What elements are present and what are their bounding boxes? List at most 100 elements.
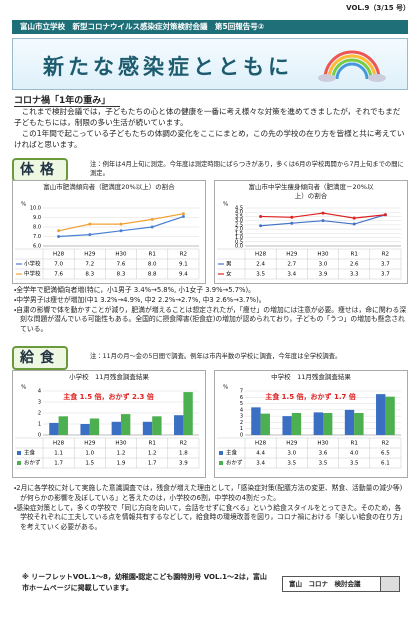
point	[119, 222, 123, 226]
annotation: 主食 1.5 倍，おかず 2.3 倍	[63, 392, 154, 401]
table-value: 1.7	[148, 461, 157, 467]
table-value: 1.5	[85, 461, 94, 467]
table-value: 3.7	[381, 272, 390, 278]
table-value: 3.0	[287, 451, 296, 457]
table-value: 3.5	[319, 461, 328, 467]
table-value: 7.6	[117, 262, 126, 268]
y-tick-label: 6	[240, 395, 243, 401]
table-value: 1.7	[54, 461, 63, 467]
title: 新たな感染症とともに	[43, 55, 293, 79]
table-value: 1.1	[54, 451, 63, 457]
y-tick-label: 2.0	[235, 227, 243, 233]
chart-title: 富山市中学生痩身傾向者（肥満度－20%以上）の割合	[248, 183, 374, 200]
table-value: 1.8	[179, 451, 188, 457]
bullet-list: ・全学年で肥満傾向者増(特に，小1男子 3.4%→5.8%, 小1女子 3.9%…	[14, 286, 408, 335]
chart-title: 中学校 11月残食調査結果	[271, 373, 351, 381]
y-tick-label: 2	[240, 420, 243, 426]
y-tick-label: 1	[240, 426, 243, 432]
y-tick-label: 0.0	[235, 244, 243, 250]
table-value: 7.6	[54, 272, 63, 278]
y-tick-label: 4	[38, 389, 41, 395]
y-tick-label: 7.0	[33, 234, 41, 240]
chart-panel: 富山市中学生痩身傾向者（肥満度－20%以上）の割合 % 0.0 0.5 1.0 1.5 2…	[214, 180, 408, 284]
x-tick-label: H28	[255, 252, 267, 258]
table-value: 3.5	[287, 461, 296, 467]
chart-panel: 小学校 11月残食調査結果 % 0 1 2 3 4 主食 1.5 倍，おかず 2.3 倍 H2…	[12, 370, 206, 478]
y-tick-label: 1.5	[235, 231, 243, 237]
bullet: ・全学年で肥満傾向者増(特に，小1男子 3.4%→5.8%, 小1女子 3.9%…	[14, 286, 255, 294]
x-tick-label: R1	[149, 252, 156, 258]
note: 注：11月の月～金の5日間で調査。例年は市内半数の学校に調査，今年度は全学校調査…	[90, 353, 342, 360]
table-value: 1.0	[85, 451, 94, 457]
x-tick-label: H29	[84, 441, 96, 447]
chart-title: 富山市肥満傾向者（肥満度20%以上）の割合	[43, 183, 175, 191]
unit-label: %	[21, 202, 26, 208]
y-tick-label: 0	[38, 433, 41, 439]
bar	[251, 407, 261, 435]
point	[290, 215, 294, 219]
chart-title: 小学校 11月残食調査結果	[69, 373, 149, 381]
point	[259, 224, 263, 228]
table-value: 6.5	[381, 451, 390, 457]
point	[181, 212, 185, 216]
bar	[313, 412, 323, 435]
table-value: 3.5	[256, 272, 265, 278]
x-tick-label: H30	[317, 441, 329, 447]
table-value: 9.4	[179, 272, 188, 278]
point	[57, 235, 61, 238]
section-heading: コロナ禍「1年の重み」	[14, 93, 121, 107]
x-tick-label: R1	[149, 441, 156, 447]
bar	[111, 421, 121, 435]
table-value: 2.4	[256, 262, 265, 268]
x-tick-label: R2	[180, 441, 187, 447]
legend-label: 主食	[226, 449, 238, 457]
y-tick-label: 4	[240, 407, 243, 413]
volume: VOL.9（3/15 号）	[346, 4, 410, 12]
point	[321, 219, 325, 223]
table-value: 3.5	[350, 461, 359, 467]
table-value: 3.6	[319, 451, 328, 457]
x-tick-label: H30	[115, 441, 127, 447]
point	[119, 229, 123, 233]
unit-label: %	[223, 385, 228, 391]
y-tick-label: 7	[240, 389, 243, 395]
table-value: 4.0	[350, 451, 359, 457]
y-tick-label: 5	[240, 401, 243, 407]
point	[57, 229, 61, 233]
point	[352, 216, 356, 220]
table-value: 4.4	[256, 451, 265, 457]
paragraph: これまで検討会議では，子どもたちの心と体の健康を一番に考え様々な対策を進めてきま…	[14, 107, 401, 127]
x-tick-label: R1	[351, 441, 358, 447]
x-tick-label: R2	[382, 441, 389, 447]
y-tick-label: 10.0	[30, 206, 41, 212]
table-value: 8.8	[148, 272, 157, 278]
bar	[260, 413, 270, 435]
bar	[344, 409, 355, 435]
bar	[183, 392, 193, 435]
bar	[174, 415, 184, 435]
x-tick-label: R2	[382, 252, 389, 258]
y-tick-label: 0	[240, 433, 243, 439]
table-value: 1.9	[117, 461, 126, 467]
legend-swatch	[17, 451, 21, 455]
legend-swatch	[219, 451, 223, 455]
table-value: 2.6	[350, 262, 359, 268]
point	[321, 211, 325, 215]
legend-label: 主食	[24, 449, 36, 457]
banner: 富山市立学校 新型コロナウイルス感染症対策検討会議 第5回報告号②	[12, 20, 408, 34]
footer-note: ※ リーフレットVOL.1～8，幼稚園・認定こども園特別号 VOL.1～2は，富…	[22, 573, 267, 592]
point	[352, 222, 356, 226]
table-value: 3.4	[256, 461, 265, 467]
point	[383, 213, 387, 217]
point	[290, 221, 294, 225]
y-tick-label: 0.5	[235, 239, 243, 245]
legend-swatch	[219, 461, 223, 465]
point	[181, 215, 185, 219]
table-value: 3.9	[319, 272, 328, 278]
section-label: 給食	[12, 346, 68, 370]
x-tick-label: H30	[317, 252, 329, 258]
table-value: 8.3	[85, 272, 94, 278]
table-value: 3.0	[319, 262, 328, 268]
